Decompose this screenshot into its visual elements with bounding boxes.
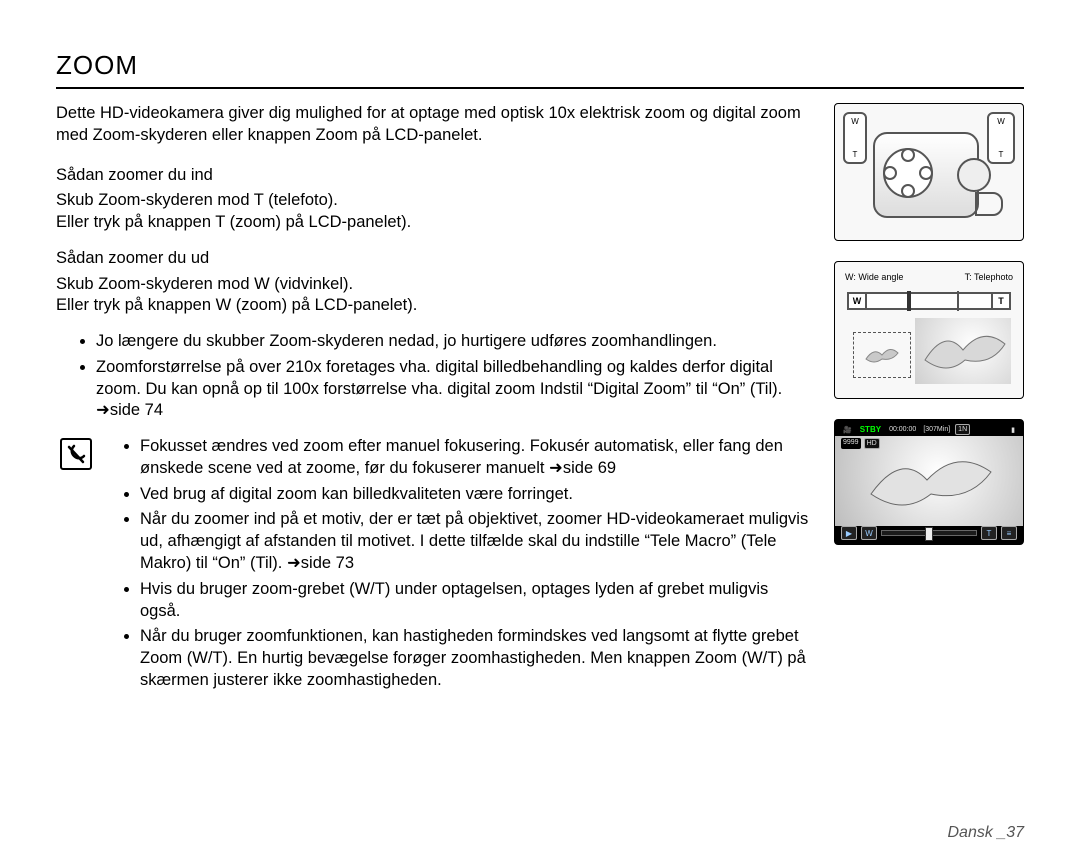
lcd-scene xyxy=(835,436,1023,526)
tele-preview-icon xyxy=(915,318,1011,384)
note-list: Fokusset ændres ved zoom efter manuel fo… xyxy=(100,436,810,705)
wide-preview-icon xyxy=(853,332,911,378)
bird-lcd-icon xyxy=(861,444,1001,522)
tele-label: T: Telephoto xyxy=(965,272,1013,282)
title-rule: ZOOM xyxy=(56,50,1024,89)
preview-area xyxy=(847,314,1011,388)
footer-language: Dansk xyxy=(948,824,998,841)
lcd-zoom-cursor-icon xyxy=(925,527,933,541)
note-item: Når du bruger zoomfunktionen, kan hastig… xyxy=(140,626,810,691)
zoom-slider-icon: WT xyxy=(843,112,867,164)
bird-small-icon xyxy=(862,341,902,369)
zoom-bar: W T xyxy=(847,292,1011,310)
zoom-w-button: W xyxy=(861,526,877,540)
body-columns: Dette HD-videokamera giver dig mulighed … xyxy=(56,103,1024,706)
zoom-out-line1: Skub Zoom-skyderen mod W (vidvinkel). xyxy=(56,274,810,296)
camera-controls-icon xyxy=(883,148,933,198)
bullet-item: Jo længere du skubber Zoom-skyderen neda… xyxy=(96,331,810,353)
remaining-time: [307Min] xyxy=(921,425,952,434)
camera-button-icon xyxy=(919,166,933,180)
lcd-second-row: 9999 HD xyxy=(841,438,880,449)
figure-zoom-bar: W: Wide angle T: Telephoto W T xyxy=(834,261,1024,399)
note-block: Fokusset ændres ved zoom efter manuel fo… xyxy=(56,436,810,705)
note-item: Hvis du bruger zoom-grebet (W/T) under o… xyxy=(140,579,810,623)
camera-button-icon xyxy=(883,166,897,180)
time-counter: 00:00:00 xyxy=(887,425,918,434)
lcd-top-bar: 🎥 STBY 00:00:00 [307Min] 1N ▮ xyxy=(841,424,1017,435)
wide-label: W: Wide angle xyxy=(845,272,903,282)
note-item: Ved brug af digital zoom kan billedkvali… xyxy=(140,484,810,506)
camera-strap-icon xyxy=(975,192,1003,216)
shot-count: 9999 xyxy=(841,438,861,449)
zoom-wt-button-icon: WT xyxy=(987,112,1015,164)
zoom-w-tag: W xyxy=(849,294,867,308)
intro-paragraph: Dette HD-videokamera giver dig mulighed … xyxy=(56,103,810,147)
zoom-t-tag: T xyxy=(991,294,1009,308)
lcd-bottom-bar: ▶ W T ≡ xyxy=(841,526,1017,540)
note-item: Fokusset ændres ved zoom efter manuel fo… xyxy=(140,436,810,480)
zoom-t-button: T xyxy=(981,526,997,540)
menu-button-icon: ≡ xyxy=(1001,526,1017,540)
zoom-cursor-icon xyxy=(907,291,911,311)
stby-indicator: STBY xyxy=(857,424,884,435)
footer-page-number: _37 xyxy=(997,824,1024,841)
rec-mode-icon: 🎥 xyxy=(841,425,854,435)
zoom-bar-labels: W: Wide angle T: Telephoto xyxy=(845,272,1013,282)
note-icon xyxy=(60,438,92,470)
illustration-column: WT WT W: Wide angle T: Telephoto xyxy=(834,103,1024,706)
bullet-item: Zoomforstørrelse på over 210x foretages … xyxy=(96,357,810,422)
camera-lens-icon xyxy=(957,158,991,192)
zoom-in-line1: Skub Zoom-skyderen mod T (telefoto). xyxy=(56,190,810,212)
bird-large-icon xyxy=(919,320,1011,382)
note-item: Når du zoomer ind på et motiv, der er tæ… xyxy=(140,509,810,574)
page-footer: Dansk _37 xyxy=(948,824,1025,842)
zoom-out-line2: Eller tryk på knappen W (zoom) på LCD-pa… xyxy=(56,295,810,317)
figure-lcd: 🎥 STBY 00:00:00 [307Min] 1N ▮ 9999 HD ▶ … xyxy=(834,419,1024,545)
figure-camera: WT WT xyxy=(834,103,1024,241)
page-title: ZOOM xyxy=(56,50,1024,81)
bullet-list: Jo længere du skubber Zoom-skyderen neda… xyxy=(56,331,810,422)
zoom-range-mark-icon xyxy=(957,291,959,311)
zoom-in-heading: Sådan zoomer du ind xyxy=(56,165,810,187)
zoom-out-heading: Sådan zoomer du ud xyxy=(56,248,810,270)
play-button-icon: ▶ xyxy=(841,526,857,540)
battery-icon: ▮ xyxy=(1009,425,1017,435)
card-indicator: 1N xyxy=(955,424,970,435)
text-column: Dette HD-videokamera giver dig mulighed … xyxy=(56,103,834,706)
resolution-indicator: HD xyxy=(864,438,880,449)
lcd-zoom-bar xyxy=(881,530,977,536)
manual-page: ZOOM Dette HD-videokamera giver dig muli… xyxy=(0,0,1080,866)
zoom-in-line2: Eller tryk på knappen T (zoom) på LCD-pa… xyxy=(56,212,810,234)
